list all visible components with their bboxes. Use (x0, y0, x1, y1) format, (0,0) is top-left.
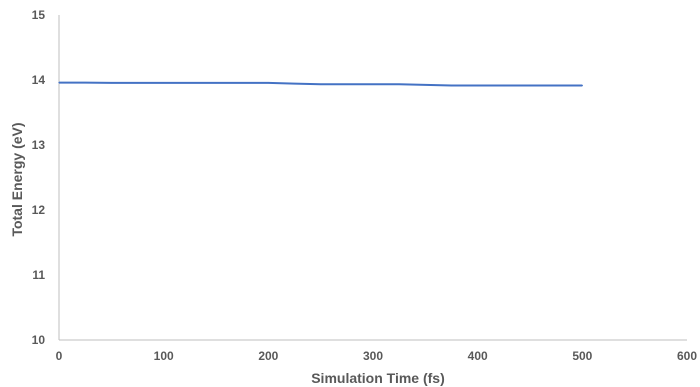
data-point (241, 82, 243, 84)
axes (58, 15, 687, 341)
x-axis-title: Simulation Time (fs) (311, 370, 445, 386)
data-point (163, 82, 165, 84)
data-point (189, 82, 191, 84)
y-tick-label: 11 (32, 268, 45, 282)
series-layer (58, 81, 583, 87)
x-tick-label: 400 (468, 349, 488, 363)
data-point (136, 82, 139, 84)
data-point (293, 82, 296, 85)
data-point (110, 82, 112, 84)
data-point (477, 84, 479, 87)
tick-labels: 10 11 12 13 14 15 0 100 200 300 400 500 600 (32, 8, 698, 363)
data-point (58, 82, 60, 84)
data-point (215, 82, 217, 84)
x-tick-label: 100 (154, 349, 174, 363)
y-tick-label: 10 (32, 333, 46, 347)
data-point (320, 83, 322, 85)
x-tick-label: 300 (363, 349, 383, 363)
x-tick-label: 500 (572, 349, 592, 363)
data-point (450, 84, 453, 87)
y-tick-label: 15 (32, 8, 46, 22)
data-point (424, 84, 426, 86)
data-point (581, 84, 583, 87)
data-point (555, 84, 557, 87)
y-tick-label: 12 (32, 203, 46, 217)
y-tick-label: 13 (32, 138, 46, 152)
x-tick-label: 600 (677, 349, 697, 363)
data-point (398, 83, 400, 85)
x-tick-label: 0 (56, 349, 63, 363)
data-point (84, 82, 86, 84)
x-tick-label: 200 (258, 349, 278, 363)
data-point (503, 84, 505, 87)
data-point (372, 83, 374, 85)
y-tick-label: 14 (32, 73, 46, 87)
data-point (529, 84, 531, 87)
y-axis-title: Total Energy (eV) (9, 122, 25, 236)
data-point (267, 82, 269, 84)
data-point (346, 83, 348, 85)
